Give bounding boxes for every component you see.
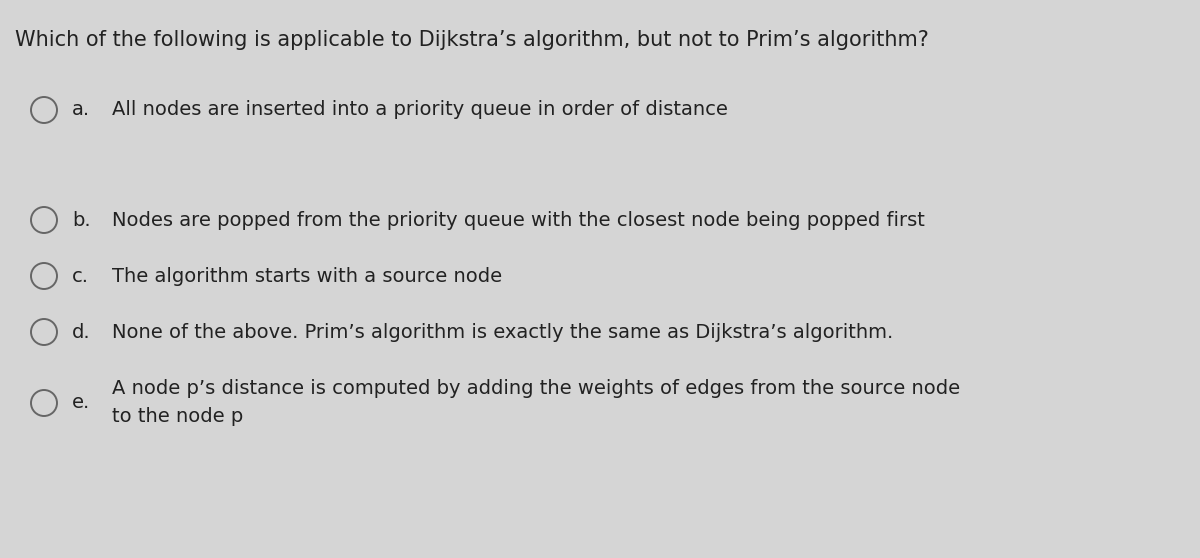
Text: Which of the following is applicable to Dijkstra’s algorithm, but not to Prim’s : Which of the following is applicable to … [14,30,929,50]
Text: None of the above. Prim’s algorithm is exactly the same as Dijkstra’s algorithm.: None of the above. Prim’s algorithm is e… [112,323,893,341]
Text: d.: d. [72,323,91,341]
Text: b.: b. [72,210,91,229]
Text: a.: a. [72,100,90,119]
Text: c.: c. [72,267,89,286]
Text: Nodes are popped from the priority queue with the closest node being popped firs: Nodes are popped from the priority queue… [112,210,925,229]
Text: A node p’s distance is computed by adding the weights of edges from the source n: A node p’s distance is computed by addin… [112,379,960,426]
Text: e.: e. [72,393,90,412]
Text: The algorithm starts with a source node: The algorithm starts with a source node [112,267,502,286]
Text: All nodes are inserted into a priority queue in order of distance: All nodes are inserted into a priority q… [112,100,728,119]
